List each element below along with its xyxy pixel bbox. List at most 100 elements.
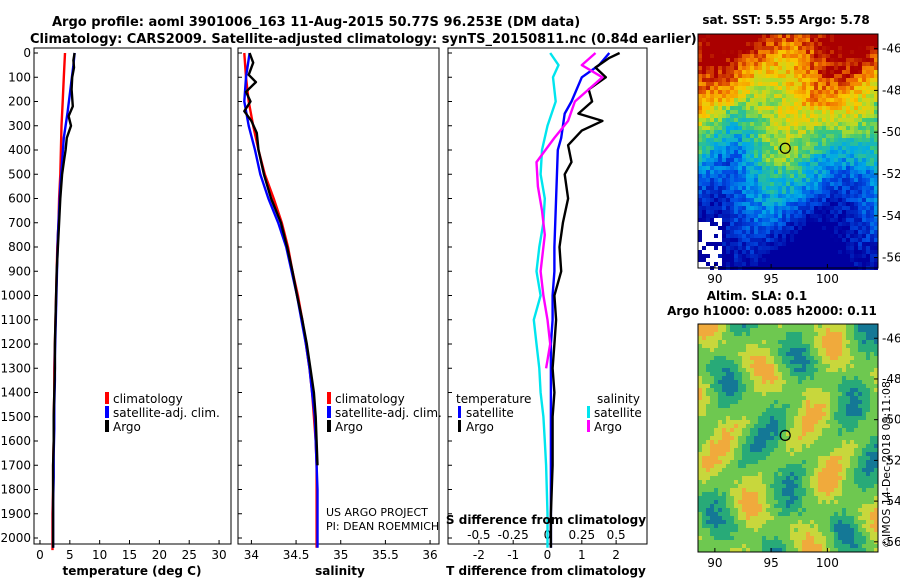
map-cell bbox=[754, 166, 758, 170]
map-cell bbox=[786, 508, 790, 512]
map-cell bbox=[718, 166, 722, 170]
map-cell bbox=[826, 412, 830, 416]
map-cell bbox=[806, 452, 810, 456]
temperature-panel-frame bbox=[33, 47, 232, 545]
map-cell bbox=[798, 456, 802, 460]
map-cell bbox=[722, 516, 726, 520]
map-cell bbox=[766, 348, 770, 352]
map-cell bbox=[758, 480, 762, 484]
map-cell bbox=[718, 46, 722, 50]
map-cell bbox=[838, 166, 842, 170]
map-cell bbox=[730, 344, 734, 348]
map-cell bbox=[734, 328, 738, 332]
map-cell bbox=[798, 262, 802, 266]
map-cell bbox=[718, 50, 722, 54]
map-cell bbox=[810, 150, 814, 154]
map-cell bbox=[814, 340, 818, 344]
map-cell bbox=[698, 194, 702, 198]
map-cell bbox=[790, 392, 794, 396]
map-cell bbox=[762, 332, 766, 336]
map-cell bbox=[778, 372, 782, 376]
map-cell bbox=[762, 250, 766, 254]
map-cell bbox=[814, 448, 818, 452]
map-cell bbox=[838, 138, 842, 142]
map-cell bbox=[874, 234, 878, 238]
map-cell bbox=[842, 360, 846, 364]
map-cell bbox=[738, 166, 742, 170]
map-cell bbox=[862, 138, 866, 142]
map-cell bbox=[742, 98, 746, 102]
map-cell bbox=[850, 142, 854, 146]
map-cell bbox=[854, 126, 858, 130]
map-cell bbox=[834, 42, 838, 46]
map-cell bbox=[806, 400, 810, 404]
map-cell bbox=[734, 356, 738, 360]
map-cell bbox=[870, 328, 874, 332]
map-cell bbox=[726, 340, 730, 344]
map-cell bbox=[714, 500, 718, 504]
map-cell bbox=[758, 392, 762, 396]
map-cell bbox=[834, 456, 838, 460]
map-cell bbox=[734, 480, 738, 484]
map-cell bbox=[826, 210, 830, 214]
depth-tick-label: 100 bbox=[8, 70, 31, 84]
map-cell bbox=[742, 222, 746, 226]
map-cell bbox=[746, 344, 750, 348]
map-cell bbox=[718, 38, 722, 42]
map-cell bbox=[774, 202, 778, 206]
map-cell bbox=[746, 46, 750, 50]
map-cell bbox=[722, 198, 726, 202]
map-cell bbox=[706, 70, 710, 74]
map-cell bbox=[702, 258, 706, 262]
map-cell bbox=[802, 364, 806, 368]
map-cell bbox=[714, 392, 718, 396]
map-cell bbox=[794, 396, 798, 400]
map-cell bbox=[858, 62, 862, 66]
map-cell bbox=[718, 182, 722, 186]
map-cell bbox=[842, 356, 846, 360]
map-cell bbox=[822, 174, 826, 178]
map-cell bbox=[830, 512, 834, 516]
map-cell bbox=[818, 134, 822, 138]
map-cell bbox=[794, 420, 798, 424]
map-cell bbox=[734, 94, 738, 98]
map-cell bbox=[858, 230, 862, 234]
map-cell bbox=[874, 254, 878, 258]
map-cell bbox=[774, 356, 778, 360]
map-cell bbox=[870, 122, 874, 126]
map-cell bbox=[790, 118, 794, 122]
map-cell bbox=[814, 158, 818, 162]
map-cell bbox=[870, 500, 874, 504]
map-cell bbox=[814, 102, 818, 106]
map-cell bbox=[810, 178, 814, 182]
map-cell bbox=[854, 476, 858, 480]
map-cell bbox=[790, 500, 794, 504]
map-cell bbox=[806, 170, 810, 174]
map-cell bbox=[698, 352, 702, 356]
map-cell bbox=[710, 158, 714, 162]
map-cell bbox=[842, 202, 846, 206]
map-cell bbox=[734, 90, 738, 94]
map-cell bbox=[698, 94, 702, 98]
map-cell bbox=[786, 258, 790, 262]
map-cell bbox=[762, 258, 766, 262]
map-cell bbox=[818, 452, 822, 456]
map-cell bbox=[746, 392, 750, 396]
map-cell bbox=[846, 500, 850, 504]
map-cell bbox=[710, 404, 714, 408]
map-cell bbox=[698, 214, 702, 218]
map-cell bbox=[830, 360, 834, 364]
legend-swatch-argo bbox=[105, 420, 109, 432]
map-cell bbox=[710, 154, 714, 158]
map-cell bbox=[774, 332, 778, 336]
map-cell bbox=[866, 138, 870, 142]
map-cell bbox=[826, 42, 830, 46]
map-cell bbox=[782, 380, 786, 384]
map-cell bbox=[838, 82, 842, 86]
map-cell bbox=[726, 74, 730, 78]
map-cell bbox=[846, 186, 850, 190]
map-cell bbox=[710, 58, 714, 62]
map-cell bbox=[702, 114, 706, 118]
map-cell bbox=[782, 174, 786, 178]
map-cell bbox=[774, 384, 778, 388]
